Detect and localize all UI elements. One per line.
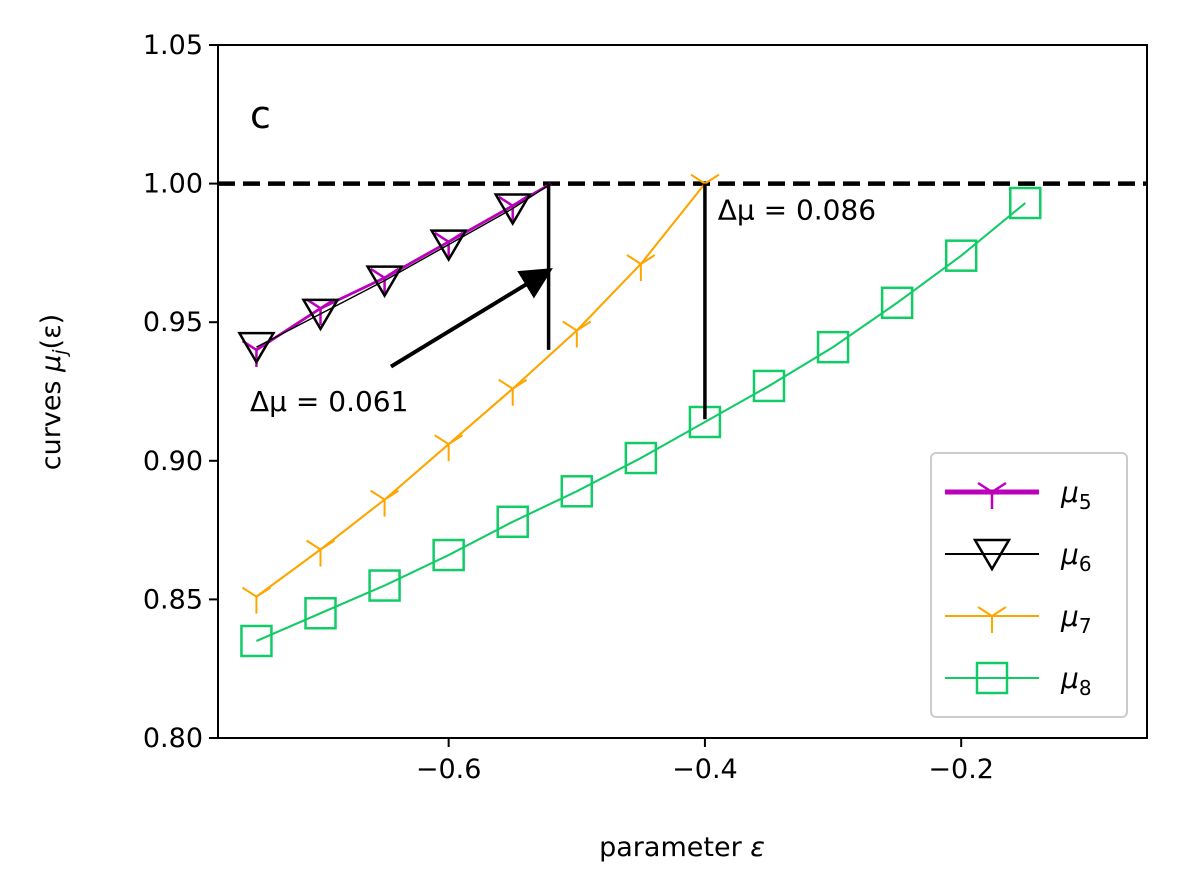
x-axis-label: parameter ε [599, 832, 765, 863]
tri-marker-left [369, 267, 386, 279]
tri-marker [977, 481, 1007, 509]
tri-marker-left [626, 254, 642, 265]
y-tick-label: 0.80 [143, 723, 203, 754]
legend-label: μ7 [1060, 600, 1092, 638]
series-line [256, 202, 1026, 642]
series-line [256, 183, 552, 348]
delta-label: Δμ = 0.061 [250, 385, 408, 418]
legend-label: μ8 [1060, 662, 1092, 700]
legend-label: μ5 [1060, 476, 1092, 514]
y-tick-label: 1.00 [143, 169, 203, 200]
series-layer [237, 173, 1042, 658]
delta-label: Δμ = 0.086 [718, 194, 876, 227]
x-tick-label: −0.6 [416, 754, 482, 785]
legend-entry-μ8: μ8 [945, 661, 1092, 700]
tri-marker-left [977, 481, 993, 494]
panel-label: c [250, 93, 271, 137]
y-axis-label: curves μj(ε) [36, 314, 71, 470]
legend-label: μ6 [1060, 538, 1092, 576]
triangle-marker [429, 229, 468, 263]
tri-marker [241, 586, 271, 614]
tri-marker-left [305, 539, 322, 551]
legend-entry-μ5: μ5 [945, 476, 1092, 514]
tri-marker [498, 378, 528, 406]
tri-marker-right [319, 539, 336, 551]
y-tick-label: 0.95 [143, 307, 203, 338]
tri-marker-left [370, 489, 386, 501]
tri-marker-right [991, 606, 1007, 617]
tri-marker [626, 254, 656, 281]
x-tick-label: −0.2 [928, 754, 994, 785]
square-marker [975, 661, 1009, 695]
square-marker [624, 441, 658, 475]
tri-marker-right [512, 195, 528, 207]
tri-marker-left [498, 195, 514, 207]
delta-arrow [389, 268, 553, 369]
triangle-marker [237, 331, 276, 365]
annotation-delta2: Δμ = 0.086 [703, 183, 876, 420]
tri-marker-right [447, 231, 464, 243]
legend-entry-μ7: μ7 [945, 600, 1092, 638]
triangle-marker [493, 193, 532, 227]
tri-marker-left [690, 173, 706, 185]
tri-marker-right [384, 489, 400, 501]
tri-marker-left [434, 434, 450, 446]
square-marker [240, 624, 273, 658]
tri-marker-left [433, 231, 450, 243]
square-marker [816, 330, 850, 364]
square-marker [496, 505, 529, 539]
legend-frame [930, 452, 1128, 718]
legend-entry-μ6: μ6 [945, 538, 1092, 576]
axis-layer: −0.6 −0.4 −0.2 0.80 0.85 0.90 0.95 1.00 1.05 [143, 30, 994, 785]
legend: μ5 μ6 μ7 μ8 [930, 452, 1128, 718]
triangle-marker [365, 265, 404, 299]
tri-marker-right [704, 173, 720, 185]
x-tick-label: −0.4 [672, 754, 738, 785]
plot-frame [217, 44, 1148, 739]
tri-marker [977, 606, 1007, 633]
tri-marker-right [512, 378, 528, 390]
y-tick-label: 0.85 [143, 584, 203, 615]
y-tick-label: 0.90 [143, 446, 203, 477]
tri-marker-left [241, 586, 257, 598]
triangle-marker [972, 538, 1012, 572]
y-tick-label: 1.05 [143, 30, 203, 61]
tri-marker [305, 539, 336, 567]
annotation-layer: Δμ = 0.061 Δμ = 0.086 [250, 183, 876, 420]
square-marker [880, 286, 914, 320]
tri-marker-right [576, 320, 592, 332]
tri-marker-right [991, 481, 1007, 494]
series-μ6 [237, 183, 552, 365]
tri-marker-right [640, 254, 656, 265]
tri-marker-right [383, 267, 400, 279]
tri-marker-left [977, 606, 993, 617]
square-marker [944, 239, 978, 272]
series-line [255, 182, 706, 598]
series-μ8 [240, 186, 1042, 658]
tri-marker-right [448, 434, 464, 446]
tri-marker-left [562, 320, 578, 332]
square-marker [560, 475, 594, 508]
tri-marker [562, 320, 592, 348]
square-marker [1009, 186, 1042, 220]
triangle-marker [301, 298, 340, 332]
annotation-delta1: Δμ = 0.061 [250, 183, 553, 418]
square-marker [432, 538, 465, 572]
tri-marker-right [255, 586, 271, 598]
square-marker [304, 597, 337, 630]
square-marker [368, 569, 401, 602]
tri-marker-left [498, 378, 514, 390]
square-marker [752, 369, 786, 403]
tri-marker [370, 489, 400, 517]
tri-marker [434, 434, 464, 462]
